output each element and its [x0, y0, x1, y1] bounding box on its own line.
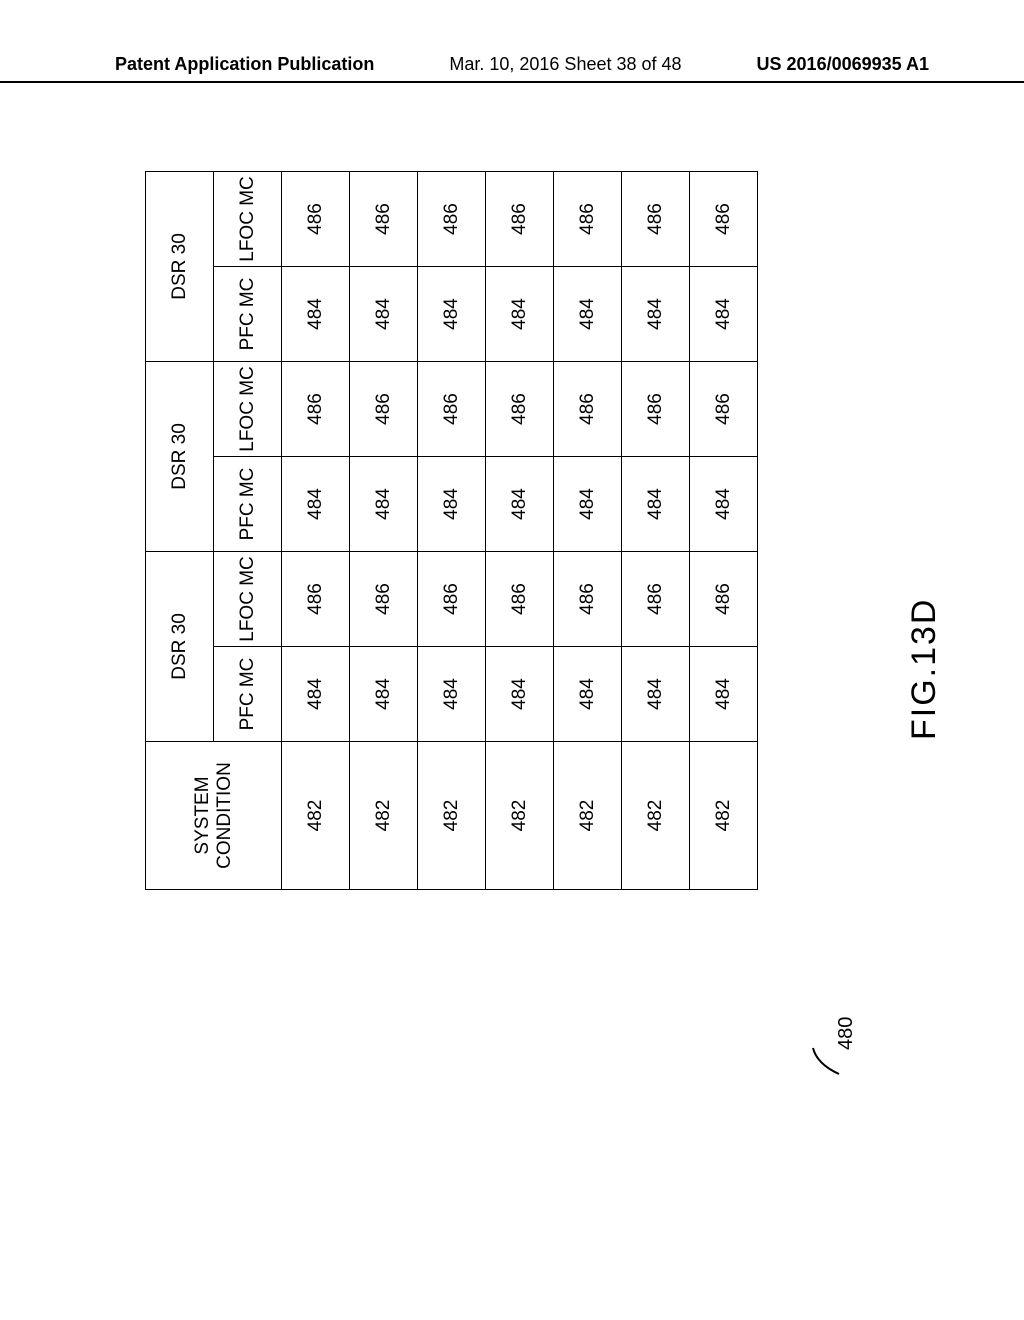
table-cell: 486	[350, 172, 418, 267]
table-cell: 484	[690, 267, 758, 362]
table-cell: 484	[350, 647, 418, 742]
table-head: SYSTEM CONDITION DSR 30 DSR 30 DSR 30 PF…	[146, 172, 282, 890]
th-pfc-2: PFC MC	[214, 457, 282, 552]
table-row: 482484486484486484486	[418, 172, 486, 890]
table-cell: 482	[622, 742, 690, 890]
table-row: 482484486484486484486	[486, 172, 554, 890]
table-cell: 486	[418, 552, 486, 647]
table-cell: 484	[690, 457, 758, 552]
table-cell: 482	[554, 742, 622, 890]
table-cell: 484	[622, 647, 690, 742]
table-cell: 486	[622, 172, 690, 267]
table-cell: 482	[350, 742, 418, 890]
table-cell: 486	[486, 362, 554, 457]
table-cell: 484	[622, 267, 690, 362]
th-system-condition: SYSTEM CONDITION	[146, 742, 282, 890]
page-header: Patent Application Publication Mar. 10, …	[0, 54, 1024, 83]
table-body: 4824844864844864844864824844864844864844…	[282, 172, 758, 890]
table-cell: 486	[622, 552, 690, 647]
table-row: 482484486484486484486	[282, 172, 350, 890]
header-row: Patent Application Publication Mar. 10, …	[0, 54, 1024, 75]
table-cell: 486	[554, 362, 622, 457]
table-cell: 484	[486, 457, 554, 552]
table-cell: 484	[350, 457, 418, 552]
table-cell: 486	[282, 362, 350, 457]
table-cell: 484	[282, 647, 350, 742]
th-lfoc-2: LFOC MC	[214, 362, 282, 457]
th-group-2: DSR 30	[146, 362, 214, 552]
table-cell: 482	[690, 742, 758, 890]
table-cell: 484	[554, 267, 622, 362]
table-cell: 484	[418, 647, 486, 742]
th-group-3: DSR 30	[146, 172, 214, 362]
table-cell: 486	[282, 172, 350, 267]
table-cell: 486	[554, 552, 622, 647]
table-cell: 486	[350, 362, 418, 457]
table-cell: 484	[622, 457, 690, 552]
table-cell: 484	[282, 457, 350, 552]
table-cell: 482	[282, 742, 350, 890]
table-cell: 486	[690, 172, 758, 267]
table-cell: 486	[418, 362, 486, 457]
th-pfc-3: PFC MC	[214, 267, 282, 362]
table-cell: 484	[486, 267, 554, 362]
table-cell: 486	[350, 552, 418, 647]
header-center: Mar. 10, 2016 Sheet 38 of 48	[449, 54, 681, 75]
figure-area: SYSTEM CONDITION DSR 30 DSR 30 DSR 30 PF…	[145, 170, 865, 960]
callout-leader-icon	[809, 1044, 843, 1078]
table-row: 482484486484486484486	[350, 172, 418, 890]
table-cell: 486	[690, 552, 758, 647]
table-cell: 482	[486, 742, 554, 890]
table-cell: 486	[554, 172, 622, 267]
th-pfc-1: PFC MC	[214, 647, 282, 742]
table-cell: 484	[350, 267, 418, 362]
table-cell: 486	[690, 362, 758, 457]
table-cell: 486	[486, 552, 554, 647]
table-row: 482484486484486484486	[690, 172, 758, 890]
header-right: US 2016/0069935 A1	[757, 54, 929, 75]
table-row: 482484486484486484486	[622, 172, 690, 890]
table-cell: 486	[622, 362, 690, 457]
table-cell: 484	[418, 457, 486, 552]
table-cell: 484	[690, 647, 758, 742]
table-cell: 484	[554, 457, 622, 552]
table-cell: 484	[282, 267, 350, 362]
table-row: 482484486484486484486	[554, 172, 622, 890]
rotated-table-wrapper: SYSTEM CONDITION DSR 30 DSR 30 DSR 30 PF…	[145, 171, 758, 890]
figure-label: FIG.13D	[905, 598, 944, 740]
th-lfoc-3: LFOC MC	[214, 172, 282, 267]
table-cell: 484	[554, 647, 622, 742]
th-lfoc-1: LFOC MC	[214, 552, 282, 647]
th-group-1: DSR 30	[146, 552, 214, 742]
table-cell: 482	[418, 742, 486, 890]
data-table: SYSTEM CONDITION DSR 30 DSR 30 DSR 30 PF…	[145, 171, 758, 890]
table-cell: 486	[486, 172, 554, 267]
table-cell: 486	[282, 552, 350, 647]
header-row-1: SYSTEM CONDITION DSR 30 DSR 30 DSR 30	[146, 172, 214, 890]
header-left: Patent Application Publication	[115, 54, 374, 75]
callout-group: 480	[835, 1017, 858, 1050]
table-cell: 484	[418, 267, 486, 362]
table-cell: 486	[418, 172, 486, 267]
table-cell: 484	[486, 647, 554, 742]
